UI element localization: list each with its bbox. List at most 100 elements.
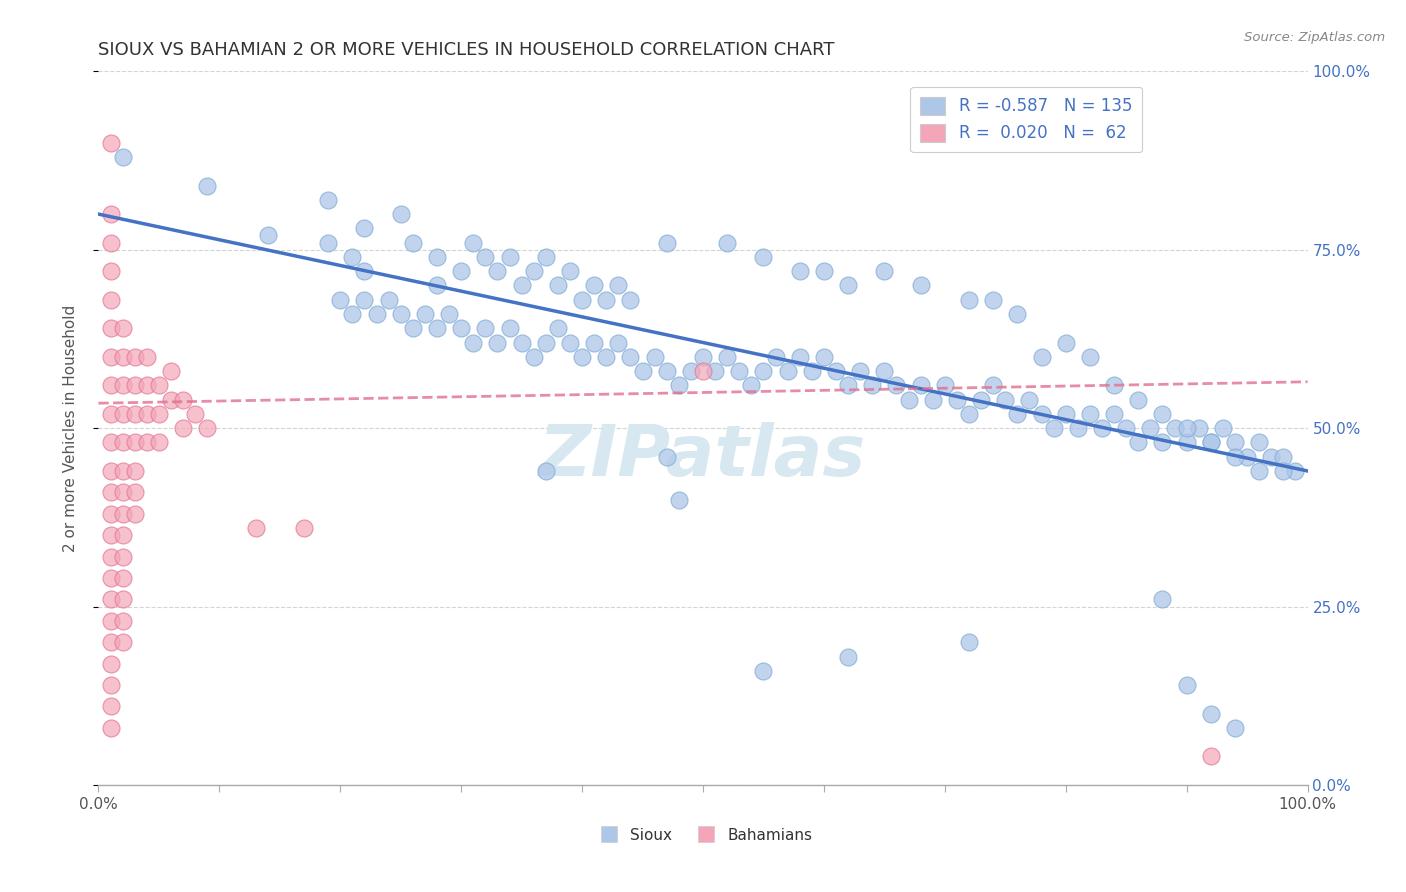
Point <box>1163 421 1185 435</box>
Text: SIOUX VS BAHAMIAN 2 OR MORE VEHICLES IN HOUSEHOLD CORRELATION CHART: SIOUX VS BAHAMIAN 2 OR MORE VEHICLES IN … <box>98 41 835 59</box>
Point <box>668 378 690 392</box>
Point <box>1152 592 1174 607</box>
Point <box>1078 407 1101 421</box>
Point <box>837 378 859 392</box>
Point <box>111 464 134 478</box>
Point <box>1175 678 1198 692</box>
Point <box>1054 407 1077 421</box>
Point <box>100 407 122 421</box>
Point <box>1223 435 1246 450</box>
Point <box>765 350 787 364</box>
Point <box>100 235 122 250</box>
Point <box>547 321 569 335</box>
Point <box>910 378 932 392</box>
Point <box>1128 392 1150 407</box>
Point <box>111 614 134 628</box>
Point <box>353 221 375 235</box>
Point <box>184 407 207 421</box>
Point <box>813 264 835 278</box>
Point <box>450 321 472 335</box>
Point <box>534 464 557 478</box>
Point <box>111 635 134 649</box>
Point <box>100 549 122 564</box>
Point <box>100 571 122 585</box>
Point <box>377 293 399 307</box>
Point <box>135 350 157 364</box>
Point <box>100 528 122 542</box>
Point <box>256 228 278 243</box>
Point <box>1067 421 1090 435</box>
Point <box>1199 435 1222 450</box>
Point <box>776 364 799 378</box>
Point <box>1175 435 1198 450</box>
Point <box>897 392 920 407</box>
Point <box>510 278 533 293</box>
Point <box>789 350 811 364</box>
Point <box>1115 421 1137 435</box>
Point <box>558 264 581 278</box>
Point <box>172 392 194 407</box>
Point <box>124 485 146 500</box>
Point <box>619 293 641 307</box>
Text: Source: ZipAtlas.com: Source: ZipAtlas.com <box>1244 31 1385 45</box>
Point <box>111 150 134 164</box>
Point <box>160 392 183 407</box>
Point <box>100 721 122 735</box>
Point <box>716 235 738 250</box>
Point <box>704 364 727 378</box>
Point <box>342 307 364 321</box>
Point <box>655 364 678 378</box>
Legend: Sioux, Bahamians: Sioux, Bahamians <box>588 822 818 848</box>
Point <box>100 485 122 500</box>
Point <box>1199 749 1222 764</box>
Point <box>389 207 412 221</box>
Point <box>1199 435 1222 450</box>
Point <box>111 571 134 585</box>
Point <box>1272 450 1295 464</box>
Point <box>100 464 122 478</box>
Point <box>692 350 714 364</box>
Point <box>124 507 146 521</box>
Point <box>1188 421 1211 435</box>
Point <box>1236 450 1258 464</box>
Point <box>195 178 218 193</box>
Point <box>135 407 157 421</box>
Point <box>124 464 146 478</box>
Point <box>716 350 738 364</box>
Point <box>245 521 267 535</box>
Point <box>510 335 533 350</box>
Point <box>1102 378 1125 392</box>
Point <box>100 635 122 649</box>
Point <box>135 378 157 392</box>
Point <box>486 335 509 350</box>
Point <box>1054 335 1077 350</box>
Point <box>946 392 969 407</box>
Point <box>752 250 775 264</box>
Point <box>1212 421 1234 435</box>
Point <box>644 350 666 364</box>
Point <box>402 321 425 335</box>
Point <box>1152 407 1174 421</box>
Point <box>752 664 775 678</box>
Point <box>100 657 122 671</box>
Point <box>607 335 630 350</box>
Point <box>873 364 896 378</box>
Point <box>1128 435 1150 450</box>
Point <box>631 364 654 378</box>
Point <box>426 278 449 293</box>
Point <box>100 207 122 221</box>
Point <box>100 378 122 392</box>
Point <box>1078 350 1101 364</box>
Point <box>402 235 425 250</box>
Point <box>329 293 352 307</box>
Point <box>111 321 134 335</box>
Point <box>655 235 678 250</box>
Point <box>111 485 134 500</box>
Point <box>124 407 146 421</box>
Point <box>752 364 775 378</box>
Point <box>100 293 122 307</box>
Point <box>655 450 678 464</box>
Point <box>558 335 581 350</box>
Point <box>100 678 122 692</box>
Point <box>571 293 593 307</box>
